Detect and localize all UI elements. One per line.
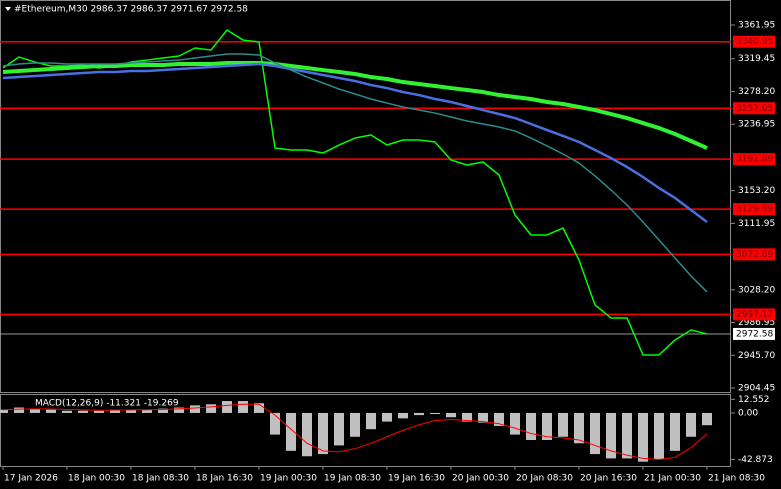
macd-bar [318, 412, 328, 455]
macd-bar [190, 405, 200, 413]
y-tick-label: 0.00 [738, 408, 758, 418]
x-tick-label: 19 Jan 00:30 [260, 474, 317, 484]
macd-bar [606, 412, 616, 459]
y-tick-label: 2945.70 [738, 351, 775, 361]
series-line [2, 60, 708, 150]
macd-bar [398, 412, 408, 419]
y-tick-label: 3111.95 [738, 219, 775, 229]
x-tick-label: 20 Jan 08:30 [516, 474, 573, 484]
macd-bar [446, 412, 456, 418]
macd-bar [46, 409, 56, 413]
macd-bar [254, 403, 264, 413]
series-line [2, 403, 708, 461]
y-tick-label: 3236.95 [738, 120, 775, 130]
macd-frame [0, 394, 731, 467]
level-label-box [733, 102, 775, 115]
macd-bar [414, 412, 424, 416]
macd-bar [350, 412, 360, 437]
macd-bar [510, 412, 520, 435]
macd-bar [158, 408, 168, 413]
series-line [2, 53, 708, 293]
y-tick-label: -42.873 [738, 455, 773, 465]
x-tick-label: 21 Jan 08:30 [708, 474, 765, 484]
x-tick-label: 18 Jan 16:30 [196, 474, 253, 484]
level-label-box [733, 248, 775, 261]
macd-bar [222, 401, 232, 413]
level-label-box [733, 308, 775, 321]
macd-bar [62, 410, 72, 413]
macd-bar [14, 407, 24, 413]
x-tick-label: 19 Jan 16:30 [388, 474, 445, 484]
macd-bar [542, 412, 552, 441]
series-line [2, 62, 708, 223]
y-tick-label: 3361.95 [738, 21, 775, 31]
macd-bar [702, 412, 712, 426]
y-tick-label: 3028.20 [738, 285, 775, 295]
macd-bar [494, 412, 504, 426]
macd-bar [686, 412, 696, 437]
macd-bar [526, 412, 536, 441]
macd-bar [238, 401, 248, 413]
macd-bar [558, 412, 568, 437]
macd-bar [590, 412, 600, 455]
x-tick-label: 18 Jan 00:30 [68, 474, 125, 484]
x-tick-label: 19 Jan 08:30 [324, 474, 381, 484]
macd-bar [286, 412, 296, 451]
macd-bar [654, 412, 664, 460]
macd-bar [94, 410, 104, 413]
macd-bar [430, 412, 440, 415]
y-tick-label: 12.552 [738, 395, 770, 405]
macd-bar [142, 409, 152, 413]
macd-bar [302, 412, 312, 457]
macd-title: MACD(12,26,9) -11.321 -19.269 [35, 399, 179, 409]
level-label: 3257.05 [736, 104, 773, 114]
y-tick-label: 3278.20 [738, 87, 775, 97]
macd-bar [382, 412, 392, 422]
macd-bar [462, 412, 472, 422]
level-label: 3340.95 [736, 37, 773, 47]
macd-bar [0, 409, 8, 413]
y-tick-label: 2904.45 [738, 383, 775, 393]
level-label-box [733, 35, 775, 48]
macd-bar [110, 409, 120, 413]
last-price-label: 2972.58 [736, 329, 773, 339]
level-label: 3072.89 [736, 250, 773, 260]
y-tick-label: 3153.20 [738, 186, 775, 196]
macd-bar [174, 407, 184, 413]
x-tick-label: 18 Jan 08:30 [132, 474, 189, 484]
level-label-box [733, 203, 775, 216]
main-frame [0, 0, 731, 393]
x-tick-label: 20 Jan 00:30 [452, 474, 509, 484]
level-label-box [733, 153, 775, 166]
chart-title: #Ethereum,M30 2986.37 2986.37 2971.67 29… [14, 5, 248, 15]
menu-arrow [5, 7, 11, 11]
macd-bar [270, 412, 280, 435]
x-tick-label: 21 Jan 00:30 [644, 474, 701, 484]
macd-bar [478, 412, 488, 423]
level-label: 3192.89 [736, 155, 773, 165]
last-price-box [733, 327, 775, 340]
level-label: 2997.17 [736, 310, 773, 320]
y-tick-label: 3319.45 [738, 54, 775, 64]
level-label: 3129.89 [736, 205, 773, 215]
macd-bar [574, 412, 584, 444]
x-tick-label: 17 Jan 2026 [4, 474, 58, 484]
macd-bar [206, 404, 216, 413]
macd-bar [126, 409, 136, 413]
y-tick-label: 2986.95 [738, 318, 775, 328]
macd-bar [622, 412, 632, 459]
x-tick-label: 20 Jan 16:30 [580, 474, 637, 484]
macd-bar [670, 412, 680, 451]
macd-bar [334, 412, 344, 446]
macd-bar [78, 410, 88, 413]
macd-bar [30, 408, 40, 413]
macd-bar [638, 412, 648, 462]
macd-bar [366, 412, 376, 430]
